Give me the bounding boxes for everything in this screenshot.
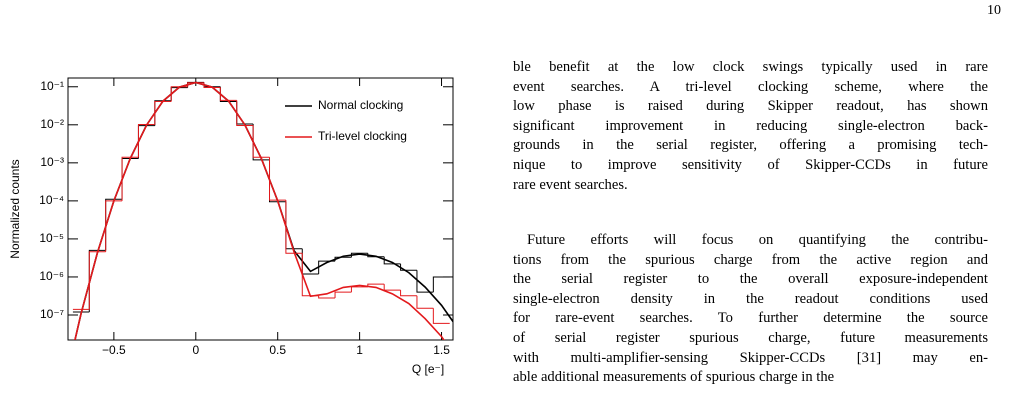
histogram-bin [219,87,237,101]
histogram-bin [105,200,123,252]
page-number: 10 [987,3,1001,18]
x-axis-label: Q [e⁻] [412,362,444,376]
fit-line [74,81,453,340]
text-line: rare event searches. [513,176,628,193]
histogram-bin [350,286,368,293]
histogram-bin [252,123,270,161]
histogram-bin [236,100,254,126]
histogram-bin [236,101,254,125]
fit-line [74,81,445,340]
histogram-bin [170,87,188,101]
x-tick-label: 0.5 [269,343,286,357]
histogram-bin [400,263,417,271]
legend-label: Normal clocking [318,98,403,112]
text-line: for rare-event searches. To further dete… [513,310,988,327]
text-line: event searches. A tri-level clocking sch… [513,78,988,95]
text-line: single-electron density in the readout c… [513,290,988,307]
histogram-bin [301,253,319,297]
histogram-bin [154,100,172,125]
text-line: ble benefit at the low clock swings typi… [513,59,988,75]
histogram-bin [383,284,401,291]
histogram-bin [105,198,123,251]
histogram-bin [121,156,139,201]
histogram-bin [334,291,352,298]
histogram-bin [170,86,188,102]
histogram-bin [285,201,303,250]
histogram-bin [432,276,450,293]
legend-label: Tri-level clocking [318,129,407,143]
histogram-bin [121,158,139,200]
y-tick-label: 10⁻⁵ [39,231,64,245]
histogram-bin [285,200,303,254]
text-line: with multi-amplifier-sensing Skipper-CCD… [513,349,988,366]
plot-area [72,81,453,340]
histogram-bin [400,290,417,297]
histogram-bin [137,123,155,158]
x-tick-label: 0 [192,343,199,357]
histogram-bin [416,270,434,293]
text-line: able additional measurements of spurious… [513,369,835,386]
histogram-bin [432,308,450,324]
text-line: of serial register spurious charge, futu… [513,329,988,346]
histogram-bin [269,159,286,203]
y-tick-label: 10⁻⁷ [40,307,64,321]
histogram-bin [88,251,106,310]
histogram-bin [137,125,155,159]
plot-frame [67,77,454,341]
x-tick-label: 1 [356,343,363,357]
y-tick-label: 10⁻⁶ [39,269,64,283]
histogram-bin [219,86,237,102]
histogram-bin [252,125,270,158]
paragraph: ble benefit at the low clock swings typi… [513,58,988,195]
histogram-bin [416,295,434,309]
x-tick-label: −0.5 [102,343,126,357]
histogram-bin [318,295,336,299]
histogram-bin [269,157,286,201]
x-tick-label: 1.5 [433,343,450,357]
histogram-bin [154,100,172,126]
y-tick-label: 10⁻⁴ [39,193,64,207]
text-line: nique to improve sensitivity of Skipper-… [513,156,988,173]
text-line: the serial register to the overall expos… [513,271,988,288]
text-line: grounds in the serial register, offering… [513,137,988,154]
y-tick-label: 10⁻¹ [40,79,64,93]
histogram-bin [88,249,106,312]
text-line: low phase is raised during Skipper reado… [513,98,988,115]
paragraph: Future efforts will focus on quantifying… [513,231,988,388]
y-tick-label: 10⁻³ [40,155,64,169]
y-tick-label: 10⁻² [40,117,64,131]
text-line: significant improvement in reducing sing… [513,117,988,134]
text-line: Future efforts will focus on quantifying… [527,232,988,248]
text-line: tions from the spurious charge from the … [513,251,988,268]
y-axis-label: Normalized counts [8,159,22,258]
chart: Normalized counts Q [e⁻] −0.5 0 0.5 1 1.5 10⁻… [8,77,454,376]
